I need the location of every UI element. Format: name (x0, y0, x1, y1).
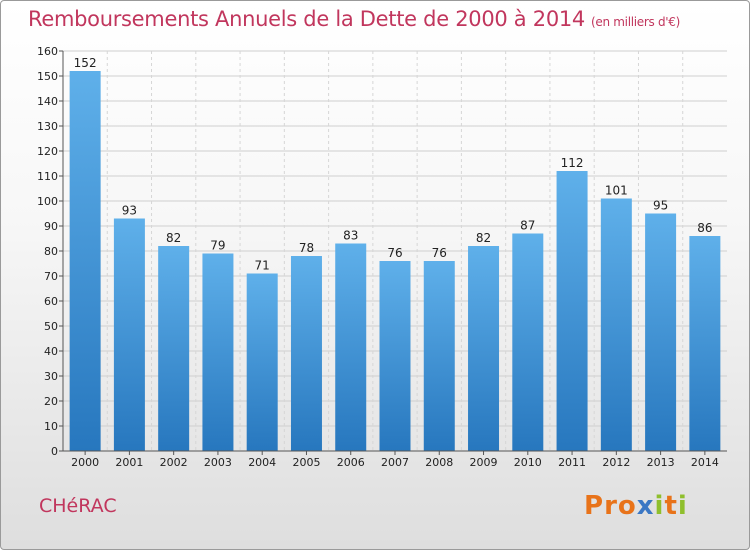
y-tick-label: 50 (44, 320, 58, 333)
x-tick-label: 2010 (514, 456, 542, 469)
data-label: 71 (255, 259, 270, 273)
y-tick-label: 30 (44, 370, 58, 383)
bar (379, 261, 411, 451)
x-tick-label: 2009 (470, 456, 498, 469)
y-tick-label: 110 (37, 170, 58, 183)
bar (69, 71, 101, 451)
logo-letter: i (654, 491, 665, 521)
data-label: 86 (697, 221, 712, 235)
x-tick-label: 2013 (647, 456, 675, 469)
y-tick-label: 160 (37, 45, 58, 58)
y-tick-label: 80 (44, 245, 58, 258)
x-tick-label: 2005 (292, 456, 320, 469)
y-tick-label: 130 (37, 120, 58, 133)
data-label: 82 (476, 231, 491, 245)
x-tick-label: 2003 (204, 456, 232, 469)
logo-letter: t (664, 491, 678, 521)
x-tick-label: 2008 (425, 456, 453, 469)
x-tick-label: 2002 (160, 456, 188, 469)
x-tick-label: 2014 (691, 456, 719, 469)
y-tick-label: 90 (44, 220, 58, 233)
chart-title-text: Remboursements Annuels de la Dette de 20… (28, 7, 585, 31)
y-tick-label: 100 (37, 195, 58, 208)
logo-letter: x (636, 491, 655, 521)
logo-letter: r (604, 491, 618, 521)
chart-title: Remboursements Annuels de la Dette de 20… (28, 7, 680, 31)
bar (246, 273, 278, 451)
bar (600, 198, 632, 451)
x-tick-label: 2011 (558, 456, 586, 469)
bars: 152 93 82 79 71 78 83 76 76 82 87 112 101 95 86 (69, 56, 721, 451)
logo-letter: o (617, 491, 637, 521)
axes: 0 10 20 30 40 50 60 70 80 90 100 110 120 130 140 150 160… (37, 45, 727, 469)
data-label: 95 (653, 199, 668, 213)
y-tick-label: 60 (44, 295, 58, 308)
chart-unit: (en milliers d'€) (591, 15, 681, 29)
logo-letter: P (584, 491, 605, 521)
data-label: 152 (74, 56, 97, 70)
y-tick-label: 140 (37, 95, 58, 108)
data-label: 79 (210, 239, 225, 253)
proxiti-logo: Proxiti (584, 491, 688, 521)
y-tick-label: 0 (51, 445, 58, 458)
y-tick-label: 150 (37, 70, 58, 83)
y-tick-label: 40 (44, 345, 58, 358)
x-tick-label: 2006 (337, 456, 365, 469)
bar (645, 213, 677, 451)
x-tick-label: 2000 (71, 456, 99, 469)
bar (556, 171, 588, 451)
data-label: 82 (166, 231, 181, 245)
y-tick-label: 20 (44, 395, 58, 408)
logo-letter: i (677, 491, 688, 521)
bar (468, 246, 500, 451)
x-tick-label: 2001 (115, 456, 143, 469)
bar (423, 261, 455, 451)
data-label: 76 (387, 246, 402, 260)
bar (113, 218, 145, 451)
y-tick-label: 70 (44, 270, 58, 283)
x-tick-label: 2007 (381, 456, 409, 469)
bar (202, 253, 234, 451)
y-tick-label: 10 (44, 420, 58, 433)
data-label: 101 (605, 184, 628, 198)
bar (512, 233, 544, 451)
data-label: 83 (343, 229, 358, 243)
data-label: 78 (299, 241, 314, 255)
commune-name: CHéRAC (39, 495, 117, 517)
data-label: 87 (520, 219, 535, 233)
bar (158, 246, 190, 451)
data-label: 93 (122, 204, 137, 218)
y-tick-label: 120 (37, 145, 58, 158)
data-label: 112 (561, 156, 584, 170)
x-tick-label: 2004 (248, 456, 276, 469)
bar (689, 236, 721, 451)
data-label: 76 (432, 246, 447, 260)
bar (290, 256, 322, 451)
bar (335, 243, 367, 451)
x-tick-label: 2012 (602, 456, 630, 469)
